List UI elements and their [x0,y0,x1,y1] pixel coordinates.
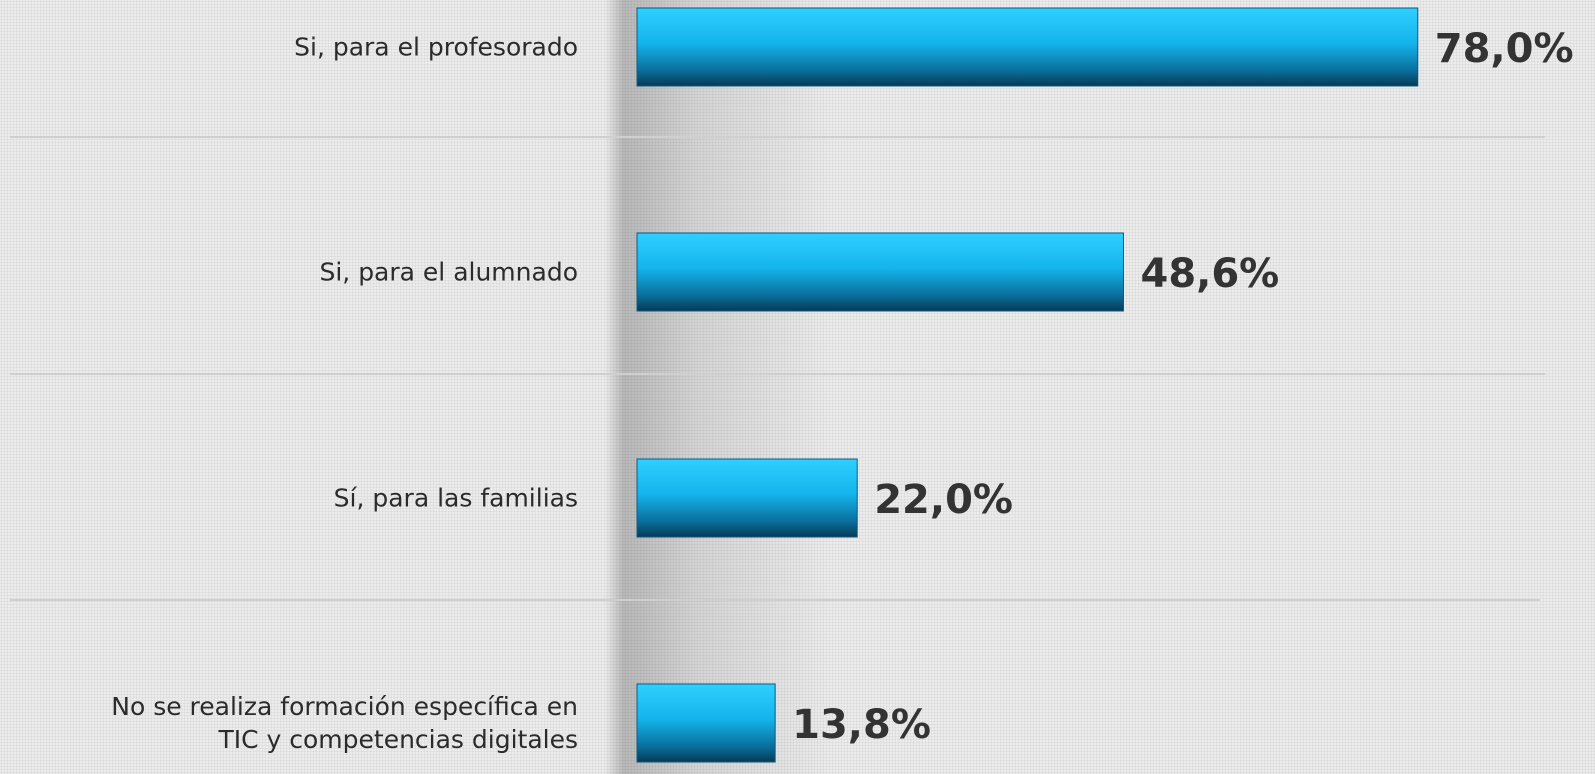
value-label: 48,6% [1140,251,1279,297]
category-label: Si, para el profesorado [294,32,578,62]
category-label: Sí, para las familias [333,483,578,513]
bar [636,683,776,763]
bar [636,7,1419,87]
category-label: No se realiza formación específica en TI… [111,692,578,754]
axis-shadow [605,0,835,774]
value-label: 13,8% [792,702,931,748]
bar [636,232,1124,312]
value-label: 78,0% [1435,26,1574,72]
bar [636,458,858,538]
category-label: Si, para el alumnado [319,257,578,287]
value-label: 22,0% [874,477,1013,523]
